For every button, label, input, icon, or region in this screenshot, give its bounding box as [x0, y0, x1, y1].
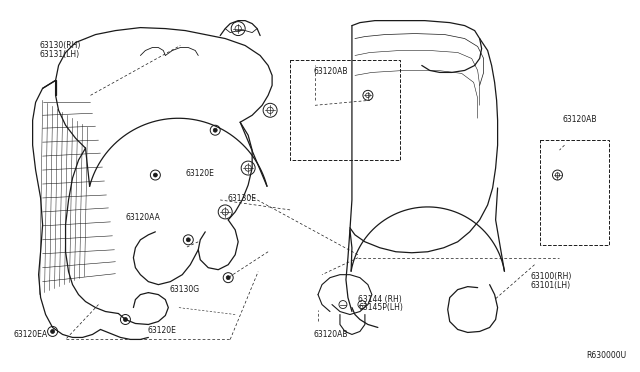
Circle shape: [124, 318, 127, 321]
Circle shape: [51, 330, 54, 333]
Text: 63130(RH): 63130(RH): [39, 41, 81, 50]
Text: 63120AB: 63120AB: [314, 330, 348, 340]
Circle shape: [186, 238, 190, 242]
Circle shape: [213, 128, 217, 132]
Text: 63130G: 63130G: [170, 285, 200, 294]
Bar: [540, 140, 609, 245]
Circle shape: [154, 173, 157, 177]
Text: 63120E: 63120E: [148, 326, 177, 335]
Text: 63120E: 63120E: [186, 169, 215, 177]
Text: 63120AB: 63120AB: [563, 115, 597, 124]
Text: 63100(RH): 63100(RH): [531, 272, 572, 281]
Bar: [290, 61, 400, 160]
Text: 63145P(LH): 63145P(LH): [358, 303, 403, 312]
Text: 63120AA: 63120AA: [125, 213, 160, 222]
Text: R630000U: R630000U: [586, 351, 627, 360]
Text: 63101(LH): 63101(LH): [531, 281, 571, 290]
Text: 63120EA: 63120EA: [13, 330, 47, 339]
Circle shape: [226, 276, 230, 280]
Text: 63130E: 63130E: [227, 195, 257, 203]
Text: 63131(LH): 63131(LH): [39, 50, 79, 59]
Text: 63120AB: 63120AB: [314, 67, 348, 76]
Text: 63144 (RH): 63144 (RH): [358, 295, 402, 304]
